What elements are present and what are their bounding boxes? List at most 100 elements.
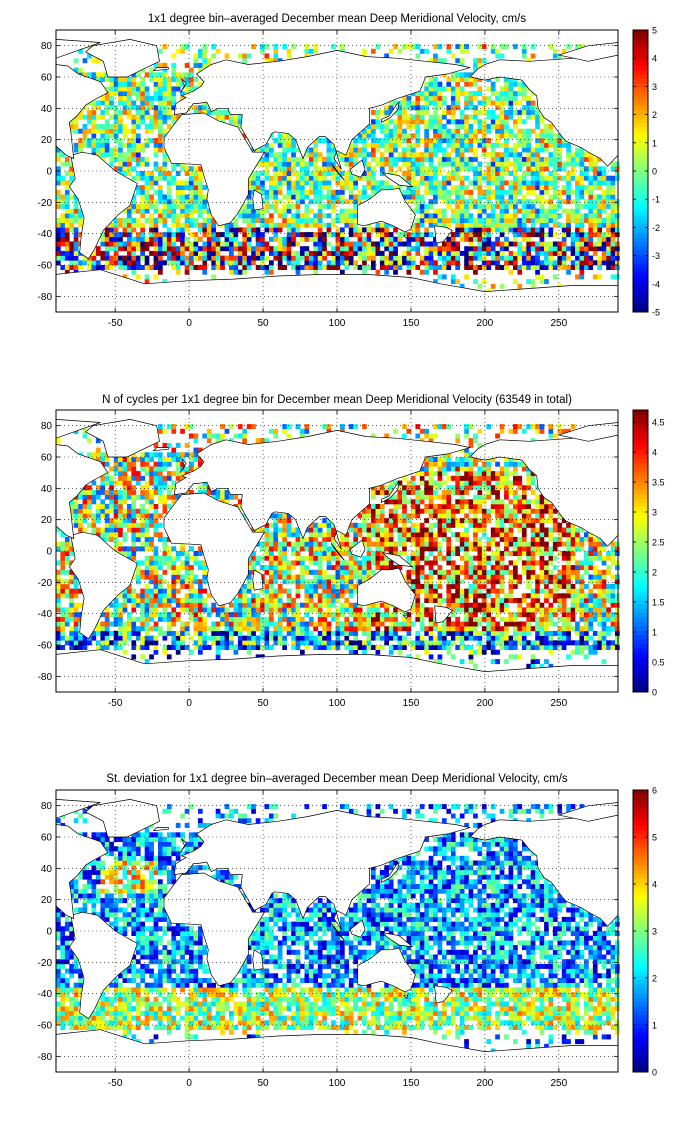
data-cell <box>313 588 318 594</box>
data-cell <box>158 583 163 589</box>
data-cell <box>437 630 443 636</box>
data-cell <box>348 645 354 650</box>
data-cell <box>335 593 341 599</box>
data-cell <box>73 236 79 242</box>
data-cell <box>517 86 523 92</box>
data-cell <box>406 161 412 167</box>
data-cell <box>539 147 545 153</box>
data-cell <box>158 574 163 580</box>
data-cell <box>490 44 496 50</box>
data-cell <box>477 241 483 247</box>
data-cell <box>149 128 154 134</box>
data-cell <box>499 255 505 261</box>
y-tick-label: -20 <box>38 198 53 209</box>
data-cell <box>535 579 540 585</box>
data-cell <box>557 138 563 144</box>
data-cell <box>477 236 483 242</box>
data-cell <box>437 265 443 270</box>
data-cell <box>437 86 443 92</box>
data-cell <box>198 105 203 111</box>
data-cell <box>539 645 545 650</box>
data-cell <box>504 645 509 650</box>
data-cell <box>127 166 132 172</box>
data-cell <box>410 583 416 589</box>
data-cell <box>450 91 456 97</box>
data-cell <box>433 77 438 82</box>
data-cell <box>592 218 598 223</box>
data-cell <box>526 95 531 101</box>
data-cell <box>175 635 181 641</box>
colorbar-segment <box>633 113 648 119</box>
data-cell <box>450 218 456 223</box>
data-cell <box>442 621 447 627</box>
data-cell <box>521 236 527 242</box>
data-cell <box>206 255 212 261</box>
data-cell <box>348 246 354 252</box>
data-cell <box>521 250 527 256</box>
data-cell <box>393 250 398 256</box>
data-cell <box>362 138 367 144</box>
data-cell <box>162 119 168 125</box>
data-cell <box>588 161 594 167</box>
data-cell <box>419 255 425 261</box>
data-cell <box>410 255 416 261</box>
data-cell <box>428 260 434 266</box>
data-cell <box>450 612 456 618</box>
data-cell <box>508 81 514 87</box>
data-cell <box>246 616 252 622</box>
data-cell <box>579 250 585 256</box>
data-cell <box>344 579 350 585</box>
data-cell <box>592 640 598 646</box>
data-cell <box>277 166 283 172</box>
data-cell <box>468 77 474 82</box>
data-cell <box>446 588 452 594</box>
data-cells <box>56 44 620 294</box>
y-tick-label: 40 <box>41 104 53 115</box>
data-cell <box>446 593 452 599</box>
data-cell <box>428 166 434 172</box>
data-cell <box>122 649 128 655</box>
data-cell <box>410 208 416 214</box>
data-cell <box>450 72 456 78</box>
data-cell <box>486 236 492 242</box>
data-cell <box>166 81 172 87</box>
data-cell <box>455 588 460 594</box>
data-cell <box>486 626 492 632</box>
data-cell <box>304 213 310 219</box>
data-cell <box>548 579 554 585</box>
data-cell <box>313 574 318 580</box>
data-cell <box>175 616 181 622</box>
data-cell <box>158 86 163 92</box>
data-cell <box>566 232 571 238</box>
data-cell <box>308 607 314 613</box>
data-cell <box>601 574 607 580</box>
data-cell <box>588 213 594 219</box>
data-cell <box>464 236 469 242</box>
data-cell <box>535 208 540 214</box>
colorbar-segment <box>633 60 648 66</box>
data-cell <box>610 626 616 632</box>
data-cell <box>286 133 292 139</box>
data-cell <box>473 621 478 627</box>
data-cell <box>282 203 287 209</box>
data-cell <box>171 175 177 181</box>
data-cell <box>495 218 500 223</box>
data-cell <box>322 236 327 242</box>
data-cell <box>468 616 474 622</box>
data-cell <box>544 208 549 214</box>
data-cell <box>273 152 279 158</box>
data-cell <box>375 269 381 275</box>
data-cell <box>552 218 558 223</box>
data-cell <box>504 142 509 148</box>
data-cell <box>606 241 611 247</box>
data-cell <box>575 175 580 181</box>
data-cell <box>242 602 247 608</box>
data-cell <box>517 199 523 205</box>
data-cell <box>473 255 478 261</box>
data-cell <box>513 100 518 106</box>
data-cell <box>56 180 61 186</box>
data-cell <box>477 194 483 200</box>
data-cell <box>162 246 168 252</box>
data-cell <box>206 227 212 233</box>
data-cell <box>601 241 607 247</box>
